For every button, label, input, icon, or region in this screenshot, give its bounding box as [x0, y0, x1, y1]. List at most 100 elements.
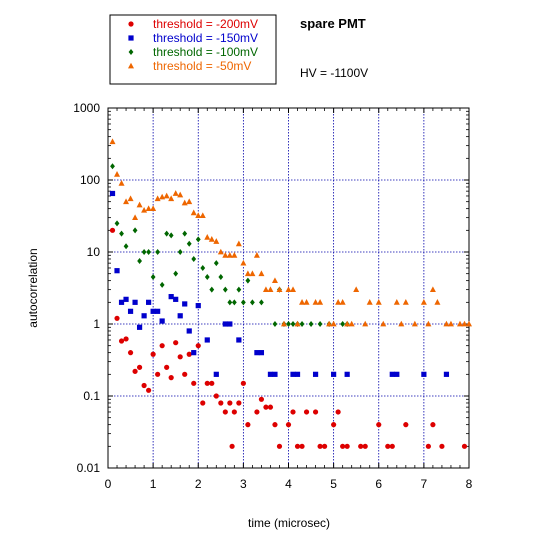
x-tick-label: 0	[105, 477, 112, 491]
data-point	[236, 337, 241, 342]
data-point	[173, 297, 178, 302]
x-tick-label: 4	[285, 477, 292, 491]
data-point	[146, 300, 151, 305]
data-point	[218, 400, 223, 405]
data-point	[114, 316, 119, 321]
data-point	[336, 409, 341, 414]
data-point	[142, 313, 147, 318]
data-point	[229, 444, 234, 449]
data-point	[272, 422, 277, 427]
y-tick-label: 0.1	[83, 389, 100, 403]
data-point	[313, 372, 318, 377]
data-point	[178, 354, 183, 359]
data-point	[385, 444, 390, 449]
data-point	[182, 372, 187, 377]
legend-marker	[128, 21, 133, 26]
x-tick-label: 1	[150, 477, 157, 491]
data-point	[155, 309, 160, 314]
data-point	[123, 297, 128, 302]
data-point	[295, 372, 300, 377]
data-point	[376, 422, 381, 427]
legend-label: threshold = -200mV	[153, 17, 258, 31]
data-point	[182, 301, 187, 306]
x-tick-label: 3	[240, 477, 247, 491]
data-point	[227, 400, 232, 405]
y-axis-label: autocorrelation	[26, 248, 40, 327]
data-point	[132, 300, 137, 305]
hv-annotation: HV = -1100V	[300, 66, 368, 80]
data-point	[223, 321, 228, 326]
data-point	[119, 338, 124, 343]
legend: threshold = -200mVthreshold = -150mVthre…	[110, 15, 276, 84]
x-tick-label: 7	[421, 477, 428, 491]
data-point	[114, 268, 119, 273]
x-tick-label: 8	[466, 477, 473, 491]
data-point	[403, 422, 408, 427]
data-point	[462, 444, 467, 449]
data-point	[178, 313, 183, 318]
data-point	[345, 372, 350, 377]
chart-title: spare PMT	[300, 16, 366, 31]
data-point	[268, 372, 273, 377]
y-tick-label: 1	[93, 317, 100, 331]
data-point	[254, 350, 259, 355]
data-point	[205, 337, 210, 342]
data-point	[390, 444, 395, 449]
data-point	[196, 343, 201, 348]
data-point	[268, 405, 273, 410]
x-tick-label: 5	[330, 477, 337, 491]
data-point	[137, 365, 142, 370]
data-point	[119, 300, 124, 305]
legend-label: threshold = -50mV	[153, 59, 251, 73]
data-point	[142, 383, 147, 388]
y-tick-label: 1000	[73, 101, 100, 115]
data-point	[430, 422, 435, 427]
data-point	[426, 444, 431, 449]
y-tick-label: 10	[87, 245, 101, 259]
data-point	[299, 444, 304, 449]
data-point	[214, 393, 219, 398]
data-point	[345, 444, 350, 449]
data-point	[209, 381, 214, 386]
data-point	[160, 343, 165, 348]
x-axis-label: time (microsec)	[248, 516, 330, 530]
data-point	[110, 228, 115, 233]
data-point	[169, 375, 174, 380]
data-point	[160, 318, 165, 323]
data-point	[214, 372, 219, 377]
data-point	[394, 372, 399, 377]
data-point	[245, 422, 250, 427]
data-point	[363, 444, 368, 449]
data-point	[173, 340, 178, 345]
data-point	[390, 372, 395, 377]
data-point	[286, 422, 291, 427]
data-point	[200, 400, 205, 405]
data-point	[259, 397, 264, 402]
data-point	[254, 409, 259, 414]
x-tick-label: 2	[195, 477, 202, 491]
data-point	[444, 372, 449, 377]
data-point	[259, 350, 264, 355]
data-point	[331, 422, 336, 427]
data-point	[263, 405, 268, 410]
data-point	[290, 372, 295, 377]
legend-label: threshold = -100mV	[153, 45, 258, 59]
data-point	[317, 444, 322, 449]
data-point	[277, 444, 282, 449]
data-point	[137, 325, 142, 330]
data-point	[128, 350, 133, 355]
data-point	[146, 388, 151, 393]
data-point	[439, 444, 444, 449]
data-point	[290, 409, 295, 414]
data-point	[241, 381, 246, 386]
y-tick-label: 100	[80, 173, 100, 187]
data-point	[304, 409, 309, 414]
data-point	[187, 328, 192, 333]
data-point	[313, 409, 318, 414]
data-point	[155, 372, 160, 377]
data-point	[322, 444, 327, 449]
data-point	[151, 309, 156, 314]
data-point	[196, 303, 201, 308]
data-point	[421, 372, 426, 377]
